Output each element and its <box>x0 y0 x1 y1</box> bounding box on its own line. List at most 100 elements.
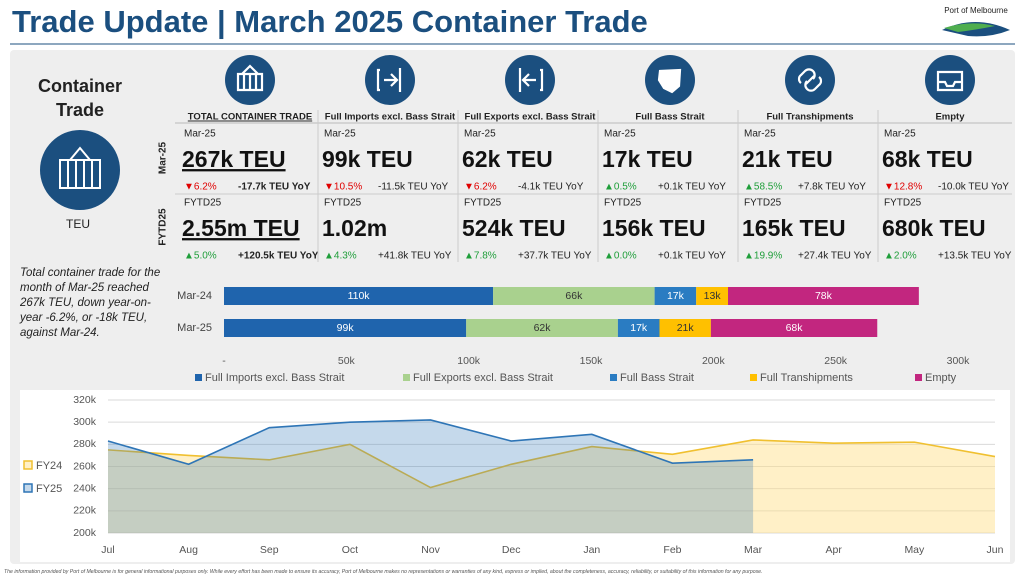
bar-segment <box>696 287 729 305</box>
kpi-header: Empty <box>935 112 965 123</box>
kpi-change: ▲2.0% <box>884 251 917 262</box>
container-icon <box>59 146 101 189</box>
y-tick-label: 240k <box>73 482 97 494</box>
kpi-header: Full Transhipments <box>766 112 853 123</box>
bar-segment <box>224 287 494 305</box>
kpi-value: 1.02m <box>322 215 387 241</box>
bar-label: 78k <box>815 290 833 302</box>
kpi-icon-glyph <box>797 68 823 92</box>
legend-swatch <box>23 483 33 493</box>
legend-swatch <box>23 460 33 470</box>
series-line <box>107 419 754 466</box>
bar-segment <box>466 319 618 337</box>
legend-label: Full Imports excl. Bass Strait <box>205 372 344 384</box>
kpi-period: Mar-25 <box>884 129 916 140</box>
kpi-value: 62k TEU <box>462 146 553 172</box>
kpi-value: 2.55m TEU <box>182 215 300 241</box>
kpi-yoy: +41.8k TEU YoY <box>378 251 452 262</box>
x-tick-label: 100k <box>457 355 481 367</box>
x-tick-label: Nov <box>421 544 440 556</box>
x-tick-label: 200k <box>702 355 726 367</box>
kpi-change: ▲4.3% <box>324 251 357 262</box>
kpi-icon-glyph <box>376 68 402 92</box>
kpi-change: ▲0.5% <box>604 182 637 193</box>
bar-segment <box>224 319 467 337</box>
kpi-period: Mar-25 <box>744 129 776 140</box>
kpi-period: Mar-25 <box>604 129 636 140</box>
kpi-change: ▲7.8% <box>464 251 497 262</box>
kpi-header: Full Imports excl. Bass Strait <box>325 112 456 123</box>
kpi-value: 680k TEU <box>882 215 986 241</box>
bar-label: 66k <box>565 290 583 302</box>
category-label: Mar-25 <box>177 322 212 334</box>
kpi-value: 99k TEU <box>322 146 413 172</box>
kpi-yoy: -17.7k TEU YoY <box>238 182 311 193</box>
section-icon <box>40 130 120 210</box>
kpi-value: 267k TEU <box>182 146 286 172</box>
x-tick-label: - <box>222 355 226 367</box>
x-tick-label: Apr <box>826 544 843 556</box>
legend-label: Empty <box>925 372 957 384</box>
bar-label: 68k <box>786 322 804 334</box>
category-label: Mar-24 <box>177 290 212 302</box>
legend-swatch <box>195 374 202 381</box>
kpi-period: FYTD25 <box>184 198 222 209</box>
bar-segment <box>710 319 878 337</box>
legend-label: FY25 <box>36 483 62 495</box>
x-tick-label: Aug <box>179 544 198 556</box>
kpi-icon-glyph <box>236 64 264 92</box>
kpi-icon-glyph <box>936 70 964 92</box>
x-tick-label: 50k <box>338 355 356 367</box>
kpi-change: ▲0.0% <box>604 251 637 262</box>
kpi-period: FYTD25 <box>604 198 642 209</box>
y-tick-label: 280k <box>73 438 97 450</box>
x-tick-label: Dec <box>502 544 521 556</box>
kpi-header: Full Bass Strait <box>635 112 705 123</box>
kpi-change: ▼6.2% <box>184 182 217 193</box>
legend-swatch <box>610 374 617 381</box>
kpi-header: Full Exports excl. Bass Strait <box>465 112 597 123</box>
bar-segment <box>617 319 660 337</box>
kpi-change: ▼12.8% <box>884 182 922 193</box>
kpi-period: FYTD25 <box>884 198 922 209</box>
kpi-icon-glyph <box>657 68 682 94</box>
kpi-value: 156k TEU <box>602 215 706 241</box>
kpi-yoy: -10.0k TEU YoY <box>938 182 1009 193</box>
x-tick-label: May <box>904 544 925 556</box>
row-label: Mar-25 <box>158 141 169 174</box>
kpi-period: Mar-25 <box>464 129 496 140</box>
bar-segment <box>659 319 711 337</box>
legend-label: Full Transhipments <box>760 372 853 384</box>
bar-segment <box>728 287 919 305</box>
row-label: FYTD25 <box>158 208 169 246</box>
kpi-change: ▲19.9% <box>744 251 782 262</box>
kpi-yoy: +7.8k TEU YoY <box>798 182 866 193</box>
legend-swatch <box>915 374 922 381</box>
y-tick-label: 220k <box>73 505 97 517</box>
disclaimer: The information provided by Port of Melb… <box>4 569 763 575</box>
kpi-value: 17k TEU <box>602 146 693 172</box>
x-tick-label: Mar <box>744 544 763 556</box>
kpi-value: 21k TEU <box>742 146 833 172</box>
x-tick-label: Oct <box>342 544 358 556</box>
kpi-icon-glyph <box>518 68 544 92</box>
legend-label: Full Exports excl. Bass Strait <box>413 372 553 384</box>
kpi-period: Mar-25 <box>184 129 216 140</box>
bar-label: 62k <box>534 322 552 334</box>
bar-label: 110k <box>348 290 371 302</box>
page-title: Trade Update | March 2025 Container Trad… <box>12 4 648 39</box>
kpi-header: TOTAL CONTAINER TRADE <box>188 112 312 123</box>
kpi-period: FYTD25 <box>464 198 502 209</box>
y-tick-label: 320k <box>73 394 97 406</box>
bar-segment <box>654 287 697 305</box>
bar-label: 17k <box>630 322 648 334</box>
y-tick-label: 200k <box>73 527 97 539</box>
kpi-yoy: +37.7k TEU YoY <box>518 251 592 262</box>
y-tick-label: 300k <box>73 416 97 428</box>
x-tick-label: Jan <box>583 544 600 556</box>
kpi-icon <box>925 55 975 105</box>
legend-label: FY24 <box>36 460 62 472</box>
legend-swatch <box>750 374 757 381</box>
bar-label: 21k <box>677 322 695 334</box>
